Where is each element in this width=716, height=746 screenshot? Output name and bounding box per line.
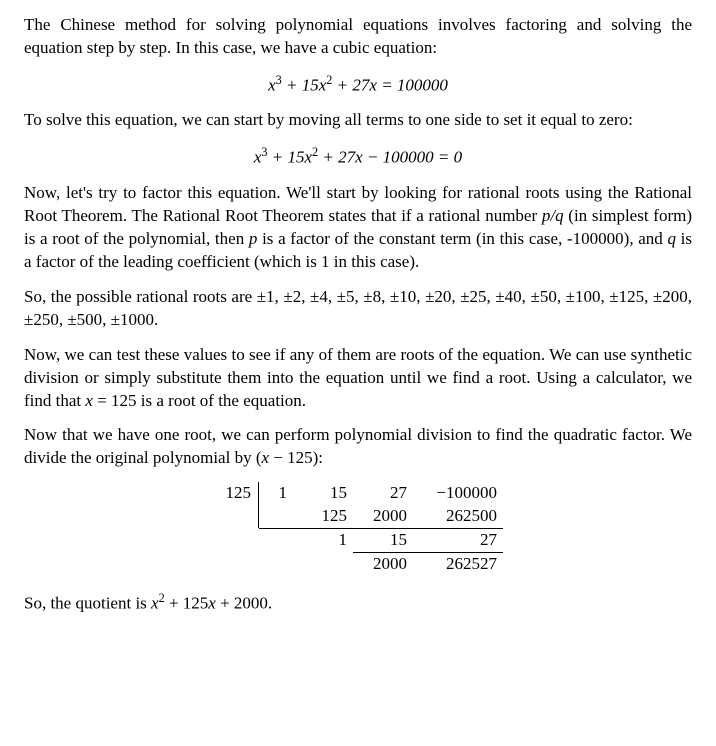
equation-1: x3 + 15x2 + 27x = 100000 [24, 72, 692, 98]
r2c1 [259, 505, 293, 528]
r4c2 [293, 552, 353, 576]
paragraph-2: To solve this equation, we can start by … [24, 109, 692, 132]
paragraph-7: So, the quotient is x2 + 125x + 2000. [24, 590, 692, 616]
empty-left-2 [213, 505, 259, 528]
division-row-4: 2000 262527 [213, 552, 503, 576]
r1c1: 1 [259, 482, 293, 505]
division-row-2: 125 2000 262500 [213, 505, 503, 528]
paragraph-6: Now that we have one root, we can perfor… [24, 424, 692, 470]
paragraph-5: Now, we can test these values to see if … [24, 344, 692, 413]
r1c2: 15 [293, 482, 353, 505]
r4c4: 262527 [413, 552, 503, 576]
r1c3: 27 [353, 482, 413, 505]
equation-2: x3 + 15x2 + 27x − 100000 = 0 [24, 144, 692, 170]
division-row-3: 1 15 27 [213, 528, 503, 552]
empty-left-4 [213, 552, 259, 576]
r2c3: 2000 [353, 505, 413, 528]
paragraph-4: So, the possible rational roots are ±1, … [24, 286, 692, 332]
synthetic-division-table: 125 1 15 27 −100000 125 2000 262500 1 15… [24, 482, 692, 576]
empty-left-3 [213, 528, 259, 552]
divisor-cell: 125 [213, 482, 259, 505]
r2c2: 125 [293, 505, 353, 528]
division-row-1: 125 1 15 27 −100000 [213, 482, 503, 505]
intro-paragraph: The Chinese method for solving polynomia… [24, 14, 692, 60]
r3c2: 1 [293, 528, 353, 552]
r4c1 [259, 552, 293, 576]
r3c1 [259, 528, 293, 552]
r3c4: 27 [413, 528, 503, 552]
r1c4: −100000 [413, 482, 503, 505]
r2c4: 262500 [413, 505, 503, 528]
paragraph-3: Now, let's try to factor this equation. … [24, 182, 692, 274]
r3c3: 15 [353, 528, 413, 552]
r4c3: 2000 [353, 552, 413, 576]
